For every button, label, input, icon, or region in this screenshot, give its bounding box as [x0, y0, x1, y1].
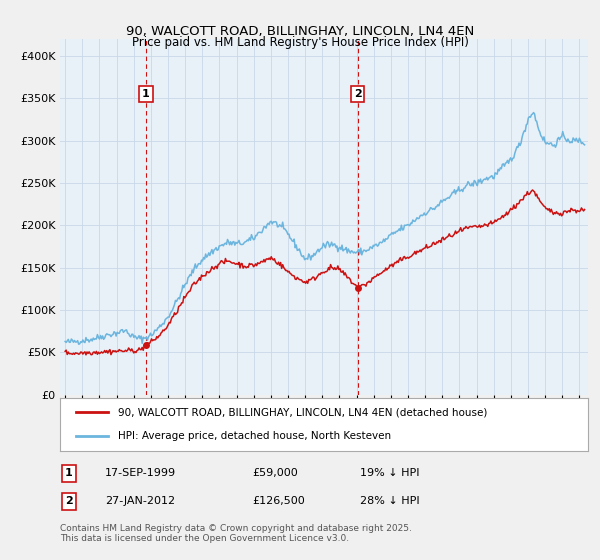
Text: 1: 1: [65, 468, 73, 478]
Text: 90, WALCOTT ROAD, BILLINGHAY, LINCOLN, LN4 4EN: 90, WALCOTT ROAD, BILLINGHAY, LINCOLN, L…: [126, 25, 474, 38]
Text: 27-JAN-2012: 27-JAN-2012: [105, 496, 175, 506]
Text: HPI: Average price, detached house, North Kesteven: HPI: Average price, detached house, Nort…: [118, 431, 391, 441]
Text: Price paid vs. HM Land Registry's House Price Index (HPI): Price paid vs. HM Land Registry's House …: [131, 36, 469, 49]
Text: 2: 2: [65, 496, 73, 506]
Text: 90, WALCOTT ROAD, BILLINGHAY, LINCOLN, LN4 4EN (detached house): 90, WALCOTT ROAD, BILLINGHAY, LINCOLN, L…: [118, 408, 487, 418]
Text: 17-SEP-1999: 17-SEP-1999: [105, 468, 176, 478]
Text: 2: 2: [354, 89, 362, 99]
Text: 19% ↓ HPI: 19% ↓ HPI: [360, 468, 419, 478]
Text: Contains HM Land Registry data © Crown copyright and database right 2025.
This d: Contains HM Land Registry data © Crown c…: [60, 524, 412, 543]
Text: 1: 1: [142, 89, 150, 99]
Text: 28% ↓ HPI: 28% ↓ HPI: [360, 496, 419, 506]
Text: £59,000: £59,000: [252, 468, 298, 478]
Text: £126,500: £126,500: [252, 496, 305, 506]
